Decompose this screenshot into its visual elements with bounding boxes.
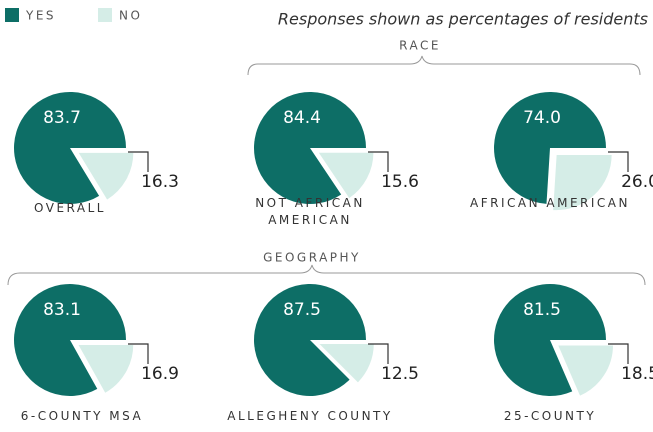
value-label: 12.5	[381, 364, 419, 384]
value-label: 26.0	[621, 172, 653, 192]
pie-slice	[253, 284, 366, 397]
value-label: 84.4	[283, 108, 321, 128]
value-label: 15.6	[381, 172, 419, 192]
legend-swatch	[98, 8, 112, 22]
value-label: 16.9	[141, 364, 179, 384]
pie-slice	[76, 344, 135, 395]
pie-slice	[556, 344, 615, 397]
value-label: 87.5	[283, 300, 321, 320]
pie-slice	[552, 154, 613, 212]
pie-slice	[14, 284, 127, 396]
leader	[368, 151, 389, 172]
pie-slice	[254, 91, 366, 204]
value-label: 81.5	[523, 300, 561, 320]
group-label: GEOGRAPHY	[263, 251, 361, 265]
pie-label: ALLEGHENY COUNTY	[227, 409, 393, 423]
brace	[7, 264, 646, 286]
leader	[128, 151, 149, 172]
legend-label: YES	[25, 9, 56, 23]
leader	[608, 343, 629, 364]
pie-label: OVERALL	[34, 201, 106, 215]
value-label: 83.1	[43, 300, 81, 320]
pie-label: 6-COUNTY MSA	[20, 409, 144, 423]
pie-slice	[494, 284, 606, 397]
brace	[247, 55, 641, 76]
pie-label: AFRICAN AMERICAN	[470, 196, 630, 210]
subtitle: Responses shown as percentages of reside…	[278, 10, 648, 29]
value-label: 16.3	[141, 172, 179, 192]
group-label: RACE	[399, 39, 441, 53]
legend-label: NO	[119, 9, 142, 23]
legend-swatch	[5, 8, 19, 22]
pie-slice	[76, 151, 135, 201]
value-label: 83.7	[43, 108, 81, 128]
leader	[368, 343, 389, 364]
leader	[128, 343, 149, 364]
pie-label: NOT AFRICAN AMERICAN	[255, 196, 365, 227]
leader	[608, 151, 629, 172]
pie-slice	[494, 92, 606, 204]
value-label: 74.0	[523, 108, 561, 128]
pie-slice	[317, 151, 375, 200]
pie-slice	[13, 92, 126, 204]
value-label: 18.5	[621, 364, 653, 384]
pie-label: 25-COUNTY	[503, 409, 597, 423]
